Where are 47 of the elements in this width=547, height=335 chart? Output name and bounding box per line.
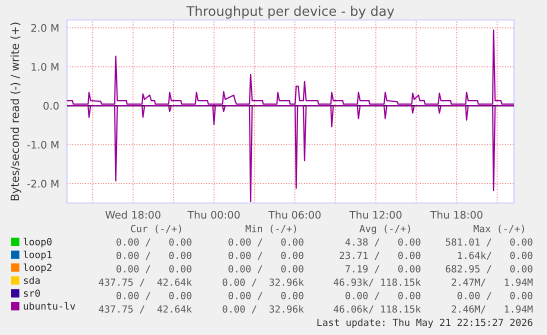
- legend-label: sda: [24, 276, 40, 284]
- y-tick-label: 1.0 M: [32, 62, 58, 71]
- text: 0.00 / 0.00: [346, 292, 420, 300]
- y-tick-label: 0.0: [43, 102, 59, 110]
- x-tick-label: Thu 06:00: [268, 210, 321, 219]
- x-tick-label: Thu 00:00: [188, 210, 240, 219]
- text: 0.00 / 32.96k: [222, 278, 304, 287]
- x-tick-label: Wed 18:00: [105, 210, 160, 219]
- legend-label: loop2: [24, 264, 52, 274]
- text: 437.75 / 42.64k: [98, 278, 192, 287]
- text: 682.95 / 0.00: [446, 265, 532, 274]
- text: 581.01 / 0.00: [446, 238, 532, 246]
- x-tick-label: Thu 12:00: [349, 210, 402, 219]
- text: Avg (-/+): [360, 224, 410, 234]
- y-tick-label: -1.0 M: [27, 140, 58, 149]
- text: 4.38 / 0.00: [345, 238, 420, 246]
- legend-label: loop0: [24, 238, 52, 248]
- text: 1.64k/ 0.00: [458, 252, 532, 260]
- text: Max (-/+): [474, 224, 524, 234]
- text: 0.00 / 32.96k: [222, 305, 304, 314]
- y-tick-label: 2.0 M: [31, 24, 58, 32]
- text: Last update: Thu May 21 22:15:27 2026: [317, 318, 532, 328]
- text: 0.00 / 0.00: [116, 265, 192, 274]
- text: 2.46M/ 1.94M: [452, 305, 533, 314]
- text: 7.19 / 0.00: [346, 265, 420, 274]
- y-axis-title: Bytes/second read (-) / write (+): [10, 22, 22, 200]
- text: 0.00 / 0.00: [458, 292, 532, 300]
- text: 46.93k/ 118.15k: [334, 278, 421, 287]
- text: 0.00 / 0.00: [228, 292, 304, 300]
- x-tick-label: Thu 18:00: [430, 210, 482, 219]
- text: 437.75 / 42.64k: [98, 305, 192, 314]
- text: 0.00 / 0.00: [116, 252, 192, 260]
- legend-label: sr0: [24, 290, 40, 297]
- text: 0.00 / 0.00: [228, 265, 304, 274]
- text: Cur (-/+): [130, 224, 181, 234]
- text: 0.00 / 0.00: [228, 252, 304, 260]
- text: 23.71 / 0.00: [340, 252, 420, 260]
- text: 2.47M/ 1.94M: [452, 278, 533, 287]
- y-tick-label: -2.0 M: [27, 180, 58, 188]
- chart-title: Throughput per device - by day: [186, 6, 394, 19]
- text: 46.06k/ 118.15k: [334, 305, 421, 314]
- text: 0.00 / 0.00: [116, 238, 192, 246]
- text: 0.00 / 0.00: [228, 238, 304, 246]
- text: 0.00 / 0.00: [116, 292, 192, 300]
- text: Min (-/+): [246, 224, 296, 234]
- legend-label: loop1: [24, 250, 52, 260]
- legend-label: ubuntu-lv: [24, 302, 76, 310]
